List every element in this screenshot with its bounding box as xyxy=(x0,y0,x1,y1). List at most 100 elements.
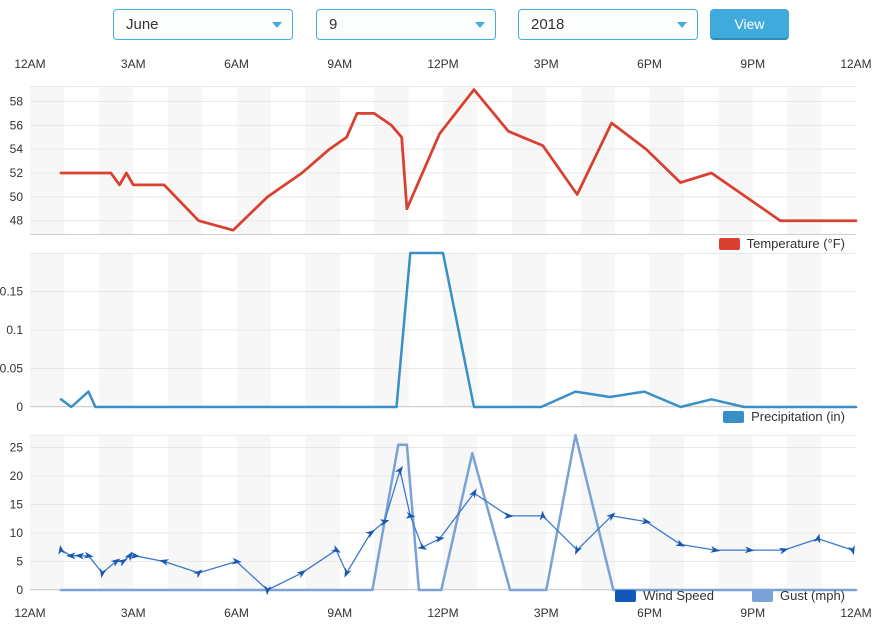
wind-direction-arrow-icon xyxy=(405,511,416,519)
wind-direction-arrow-icon xyxy=(83,551,94,559)
hour-band xyxy=(167,86,203,235)
temperature-swatch xyxy=(718,237,740,250)
y-tick-label: 58 xyxy=(10,94,24,108)
view-button[interactable]: View xyxy=(710,9,789,40)
wind-direction-arrow-icon xyxy=(74,552,85,560)
y-tick-label: 0.05 xyxy=(0,362,23,376)
hour-band xyxy=(305,86,340,235)
wind-direction-arrow-icon xyxy=(296,569,307,579)
hour-band xyxy=(30,86,65,235)
wind-direction-arrow-icon xyxy=(434,536,445,543)
hour-band xyxy=(649,435,684,590)
wind-speed-line xyxy=(60,469,854,591)
time-tick-label: 6PM xyxy=(637,606,662,620)
hour-band xyxy=(787,86,822,235)
year-select-value: 2018 xyxy=(531,16,565,33)
wind-direction-arrow-icon xyxy=(710,546,721,553)
y-tick-label: 5 xyxy=(16,555,23,569)
wind-direction-arrow-icon xyxy=(365,530,375,539)
chevron-down-icon xyxy=(475,21,485,28)
wind-direction-arrow-icon xyxy=(468,488,477,499)
y-tick-label: 25 xyxy=(10,441,24,455)
hour-band xyxy=(718,435,753,590)
y-tick-label: 0.1 xyxy=(6,323,23,337)
wind-direction-arrow-icon xyxy=(675,539,686,547)
time-tick-label: 3AM xyxy=(120,57,146,71)
wind-direction-arrow-icon xyxy=(193,569,203,579)
hour-band xyxy=(649,86,684,235)
wind-direction-arrow-icon xyxy=(848,545,855,556)
y-tick-label: 50 xyxy=(10,190,24,204)
legend-label: Precipitation (in) xyxy=(751,409,845,424)
wind-direction-arrow-icon xyxy=(330,545,341,553)
hour-band xyxy=(305,435,340,590)
time-tick-label: 9AM xyxy=(327,606,353,620)
hour-band xyxy=(236,435,271,590)
wind-legend: Wind Speed Gust (mph) xyxy=(0,588,845,603)
wind-direction-arrow-icon xyxy=(344,567,352,578)
wind-direction-arrow-icon xyxy=(778,547,789,555)
precipitation-swatch xyxy=(723,410,745,423)
y-tick-label: 0 xyxy=(16,400,23,414)
day-select-value: 9 xyxy=(329,16,338,33)
wind-direction-arrow-icon xyxy=(124,551,133,562)
time-tick-label: 9PM xyxy=(740,606,766,620)
wind-direction-arrow-icon xyxy=(117,558,128,567)
hour-band xyxy=(443,86,478,235)
time-axis-bottom: 12AM 3AM 6AM 9AM 12PM 3PM 6PM 9PM 12AM xyxy=(0,606,882,620)
hour-band xyxy=(30,435,65,590)
legend-label: Wind Speed xyxy=(643,588,714,603)
temperature-chart[interactable]: 48 50 52 54 56 58 xyxy=(0,86,882,235)
hour-band xyxy=(580,86,616,235)
hour-band xyxy=(374,435,409,590)
wind-direction-arrow-icon xyxy=(159,559,170,566)
temperature-legend: Temperature (°F) xyxy=(0,236,845,251)
year-select[interactable]: 2018 xyxy=(518,9,698,40)
time-tick-label: 12PM xyxy=(427,606,459,620)
wind-direction-arrow-icon xyxy=(110,558,121,567)
time-tick-label: 9AM xyxy=(327,57,353,71)
precipitation-chart[interactable]: 0 0.05 0.1 0.15 xyxy=(0,251,882,414)
time-tick-label: 6AM xyxy=(224,606,249,620)
precipitation-legend: Precipitation (in) xyxy=(0,409,845,424)
y-tick-label: 52 xyxy=(10,166,24,180)
time-tick-label: 12AM xyxy=(14,57,46,71)
time-tick-label: 6AM xyxy=(224,57,249,71)
time-tick-label: 12AM xyxy=(840,57,872,71)
legend-item-precipitation: Precipitation (in) xyxy=(723,409,845,424)
wind-direction-arrow-icon xyxy=(379,519,390,526)
time-tick-label: 12AM xyxy=(14,606,46,620)
wind-direction-arrow-icon xyxy=(130,552,141,559)
wind-direction-arrow-icon xyxy=(232,557,242,565)
y-tick-label: 56 xyxy=(10,118,24,132)
wind-direction-arrow-icon xyxy=(417,542,427,550)
wind-direction-arrow-icon xyxy=(503,512,514,519)
precipitation-in--line xyxy=(59,251,858,409)
chevron-down-icon xyxy=(677,21,687,28)
legend-item-wind-speed: Wind Speed xyxy=(615,588,714,603)
month-select[interactable]: June xyxy=(113,9,293,40)
hour-band xyxy=(511,86,547,235)
legend-label: Gust (mph) xyxy=(779,588,845,603)
time-tick-label: 3PM xyxy=(533,606,559,620)
gust-mph--line xyxy=(59,433,858,592)
month-select-value: June xyxy=(126,16,159,33)
wind-direction-arrow-icon xyxy=(606,512,616,522)
wind-direction-arrow-icon xyxy=(641,517,652,525)
wind-direction-arrow-icon xyxy=(575,544,583,555)
wind-direction-arrow-icon xyxy=(58,544,66,555)
time-tick-label: 12AM xyxy=(840,606,872,620)
time-tick-label: 12PM xyxy=(427,57,459,71)
y-tick-label: 0.15 xyxy=(0,285,23,299)
hour-band xyxy=(236,86,271,235)
legend-label: Temperature (°F) xyxy=(746,236,845,251)
y-tick-label: 48 xyxy=(10,214,24,228)
wind-speed-swatch xyxy=(615,589,637,602)
day-select[interactable]: 9 xyxy=(316,9,496,40)
wind-chart[interactable]: 0 5 10 15 20 25 xyxy=(0,433,882,597)
hour-band xyxy=(167,435,203,590)
wind-direction-arrow-icon xyxy=(99,568,107,579)
wind-direction-arrow-icon xyxy=(66,552,76,560)
gust-swatch xyxy=(751,589,773,602)
